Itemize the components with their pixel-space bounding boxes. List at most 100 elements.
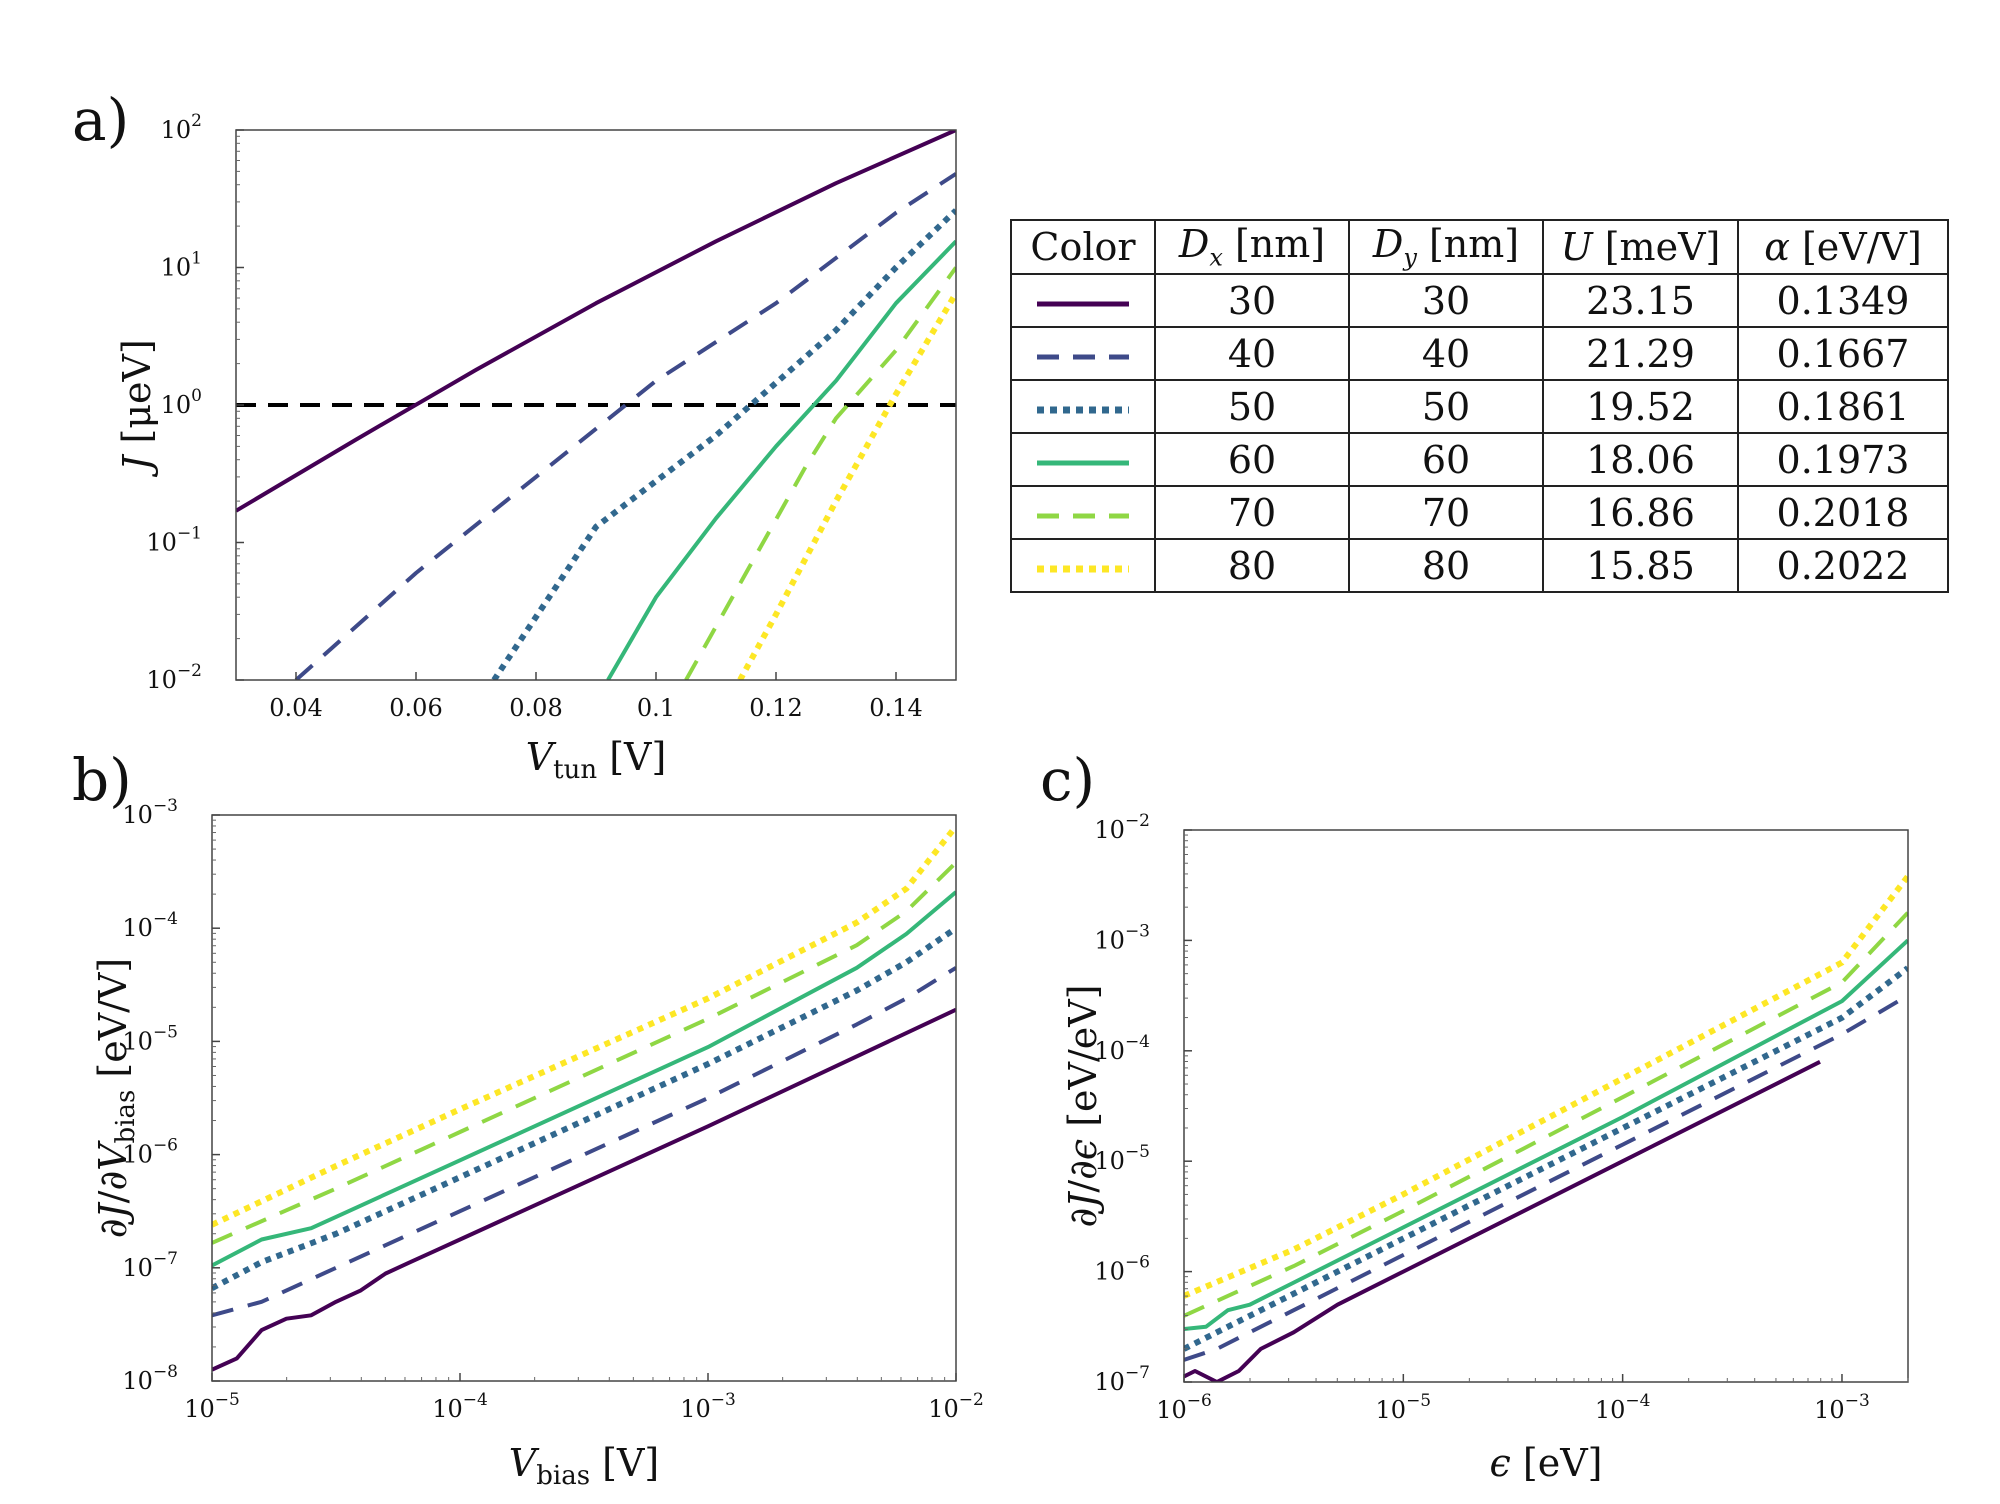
header-alpha: α [eV/V] [1737, 219, 1949, 275]
y-tick-label: 10−3 [122, 796, 178, 829]
x-tick-label: 10−5 [1376, 1391, 1432, 1424]
plot-b-ylabel: ∂J/∂Vbias [eV/V] [91, 958, 141, 1239]
legend-swatch-cell [1010, 273, 1156, 328]
x-tick-label: 10−3 [680, 1390, 736, 1423]
cell-dx: 50 [1154, 379, 1350, 434]
cell-u: 16.86 [1542, 485, 1739, 540]
y-tick-label: 10−1 [146, 524, 202, 557]
cell-u: 19.52 [1542, 379, 1739, 434]
cell-alpha: 0.1861 [1737, 379, 1949, 434]
cell-dy: 30 [1348, 273, 1544, 328]
x-tick-label: 0.12 [749, 694, 802, 722]
series-line-80 [1184, 874, 1908, 1299]
legend-swatch-cell [1010, 379, 1156, 434]
plot-a-xlabel: Vtun [V] [526, 735, 667, 785]
plot-c: 10−6 10−5 10−4 10−310−710−610−510−410−310−2… [1061, 811, 1909, 1485]
y-tick-label: 10−7 [122, 1249, 178, 1282]
plot-a-marks [236, 130, 956, 680]
cell-alpha: 0.1667 [1737, 326, 1949, 381]
x-tick-label: 10−6 [1156, 1391, 1212, 1424]
y-tick-label: 10−4 [1094, 1032, 1150, 1065]
plot-b: 10−5 10−4 10−3 10−210−810−710−610−510−410−3… [91, 796, 984, 1491]
y-tick-label: 10−2 [146, 661, 202, 694]
cell-u: 18.06 [1542, 432, 1739, 487]
series-line-50 [212, 925, 956, 1291]
table-row: 60 60 18.06 0.1973 [1010, 432, 1949, 487]
series-line-60 [1184, 938, 1908, 1331]
y-tick-label: 10−6 [1094, 1253, 1150, 1286]
header-dx: Dx [nm] [1154, 219, 1350, 275]
cell-dy: 80 [1348, 538, 1544, 593]
legend-line-swatch [1037, 301, 1129, 307]
plot-a-ticks: 0.04 0.06 0.08 0.1 0.12 0.14 10−2 10−1 100 101 102 [146, 111, 922, 722]
y-tick-label: 10−2 [1094, 811, 1150, 844]
y-tick-label: 100 [161, 386, 202, 419]
cell-u: 21.29 [1542, 326, 1739, 381]
header-color-text: Color [1030, 225, 1136, 269]
cell-dy: 60 [1348, 432, 1544, 487]
plot-a: 0.04 0.06 0.08 0.1 0.12 0.14 10−2 10−1 100 101 102… [115, 111, 957, 785]
y-tick-label: 10−4 [122, 909, 178, 942]
header-dy: Dy [nm] [1348, 219, 1544, 275]
x-tick-label: 10−5 [184, 1390, 240, 1423]
table-row: 40 40 21.29 0.1667 [1010, 326, 1949, 381]
cell-dx: 80 [1154, 538, 1350, 593]
legend-line-swatch [1037, 460, 1129, 466]
table-body: 30 30 23.15 0.1349 40 40 21.29 0.1667 50 50 19.52 0… [1010, 273, 1949, 593]
cell-alpha: 0.2018 [1737, 485, 1949, 540]
series-line-30 [236, 130, 956, 513]
series-line-40 [294, 172, 956, 680]
series-line-30 [1184, 1060, 1821, 1382]
cell-dx: 30 [1154, 273, 1350, 328]
cell-dx: 60 [1154, 432, 1350, 487]
header-color: Color [1010, 219, 1156, 275]
cell-dx: 70 [1154, 485, 1350, 540]
parameter-table: Color Dx [nm] Dy [nm] U [meV] α [eV/V] 3… [1010, 219, 1949, 593]
table-row: 70 70 16.86 0.2018 [1010, 485, 1949, 540]
legend-line-swatch [1037, 565, 1129, 573]
panel-label-b: b) [72, 746, 132, 814]
x-tick-label: 10−4 [1595, 1391, 1651, 1424]
series-line-40 [212, 966, 956, 1318]
legend-swatch-cell [1010, 538, 1156, 593]
x-tick-label: 0.06 [389, 694, 442, 722]
series-line-60 [212, 890, 956, 1268]
series-line-80 [737, 291, 956, 680]
x-tick-label: 10−2 [928, 1390, 984, 1423]
x-tick-label: 0.04 [269, 694, 322, 722]
plot-c-xlabel: ϵ [eV] [1490, 1441, 1603, 1485]
panel-label-c: c) [1040, 746, 1095, 814]
legend-swatch-cell [1010, 326, 1156, 381]
x-tick-label: 10−3 [1814, 1391, 1870, 1424]
cell-alpha: 0.2022 [1737, 538, 1949, 593]
cell-dx: 40 [1154, 326, 1350, 381]
y-tick-label: 10−8 [122, 1362, 178, 1395]
x-tick-label: 10−4 [432, 1390, 488, 1423]
y-tick-label: 102 [161, 111, 202, 144]
legend-line-swatch [1037, 354, 1129, 360]
series-line-50 [1184, 965, 1908, 1352]
table-row: 50 50 19.52 0.1861 [1010, 379, 1949, 434]
cell-u: 15.85 [1542, 538, 1739, 593]
cell-dy: 40 [1348, 326, 1544, 381]
plot-c-marks [1184, 874, 1908, 1382]
series-line-40 [1184, 993, 1908, 1362]
cell-dy: 50 [1348, 379, 1544, 434]
plot-b-marks [212, 824, 956, 1372]
series-line-30 [212, 1007, 956, 1372]
y-tick-label: 10−3 [1094, 921, 1150, 954]
table-row: 80 80 15.85 0.2022 [1010, 538, 1949, 593]
table-row: 30 30 23.15 0.1349 [1010, 273, 1949, 328]
plot-a-ylabel: J [μeV] [115, 339, 159, 478]
cell-alpha: 0.1973 [1737, 432, 1949, 487]
panel-label-a: a) [72, 86, 129, 154]
y-tick-label: 101 [161, 249, 202, 282]
y-tick-label: 10−7 [1094, 1363, 1150, 1396]
series-line-70 [1184, 911, 1908, 1318]
table-header-row: Color Dx [nm] Dy [nm] U [meV] α [eV/V] [1010, 219, 1949, 275]
x-tick-label: 0.08 [509, 694, 562, 722]
plot-b-frame [211, 814, 957, 1382]
plot-c-ylabel: ∂J/∂ϵ [eV/eV] [1061, 984, 1105, 1227]
legend-line-swatch [1037, 406, 1129, 414]
x-tick-label: 0.14 [869, 694, 922, 722]
